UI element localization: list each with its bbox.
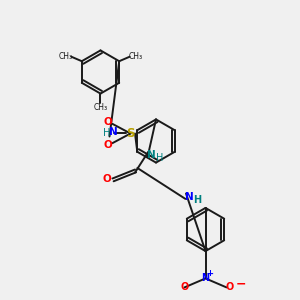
Text: O: O (103, 173, 112, 184)
Text: O: O (180, 282, 189, 292)
Text: O: O (103, 117, 112, 128)
Text: O: O (225, 282, 233, 292)
Text: N: N (201, 273, 210, 284)
Text: O: O (103, 140, 112, 150)
Text: N: N (146, 149, 155, 160)
Text: H: H (156, 153, 163, 163)
Text: −: − (236, 278, 246, 291)
Text: H: H (103, 128, 111, 139)
Text: CH₃: CH₃ (58, 52, 72, 61)
Text: N: N (184, 191, 194, 202)
Text: CH₃: CH₃ (129, 52, 143, 61)
Text: H: H (193, 195, 201, 205)
Text: CH₃: CH₃ (93, 103, 108, 112)
Text: S: S (126, 127, 135, 140)
Text: +: + (206, 268, 213, 278)
Text: N: N (109, 127, 118, 137)
